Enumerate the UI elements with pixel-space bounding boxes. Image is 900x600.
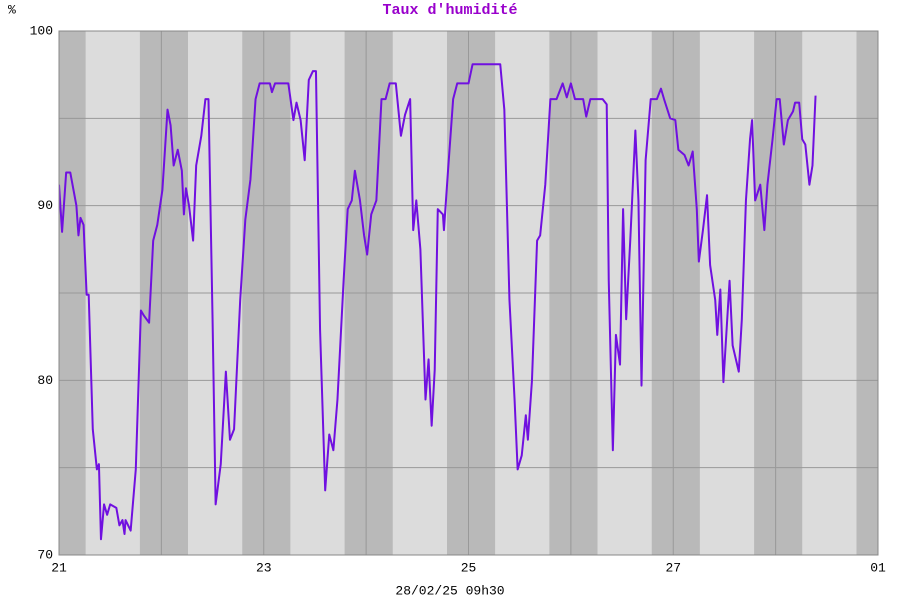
y-tick-label: 80 (37, 373, 53, 388)
y-tick-label: 90 (37, 198, 53, 213)
x-tick-label: 27 (665, 560, 681, 575)
y-tick-label: 100 (30, 23, 53, 38)
humidity-line (59, 63, 817, 541)
x-tick-label: 21 (51, 560, 67, 575)
subtitle: 28/02/25 09h30 (395, 583, 504, 598)
y-tick-label: 70 (37, 547, 53, 562)
plot-area (59, 31, 878, 555)
x-tick-label: 01 (870, 560, 886, 575)
x-tick-label: 25 (461, 560, 477, 575)
plot-frame (58, 30, 879, 556)
y-axis-label: % (8, 2, 16, 17)
chart-title: Taux d'humidité (382, 2, 517, 19)
x-tick-label: 23 (256, 560, 272, 575)
